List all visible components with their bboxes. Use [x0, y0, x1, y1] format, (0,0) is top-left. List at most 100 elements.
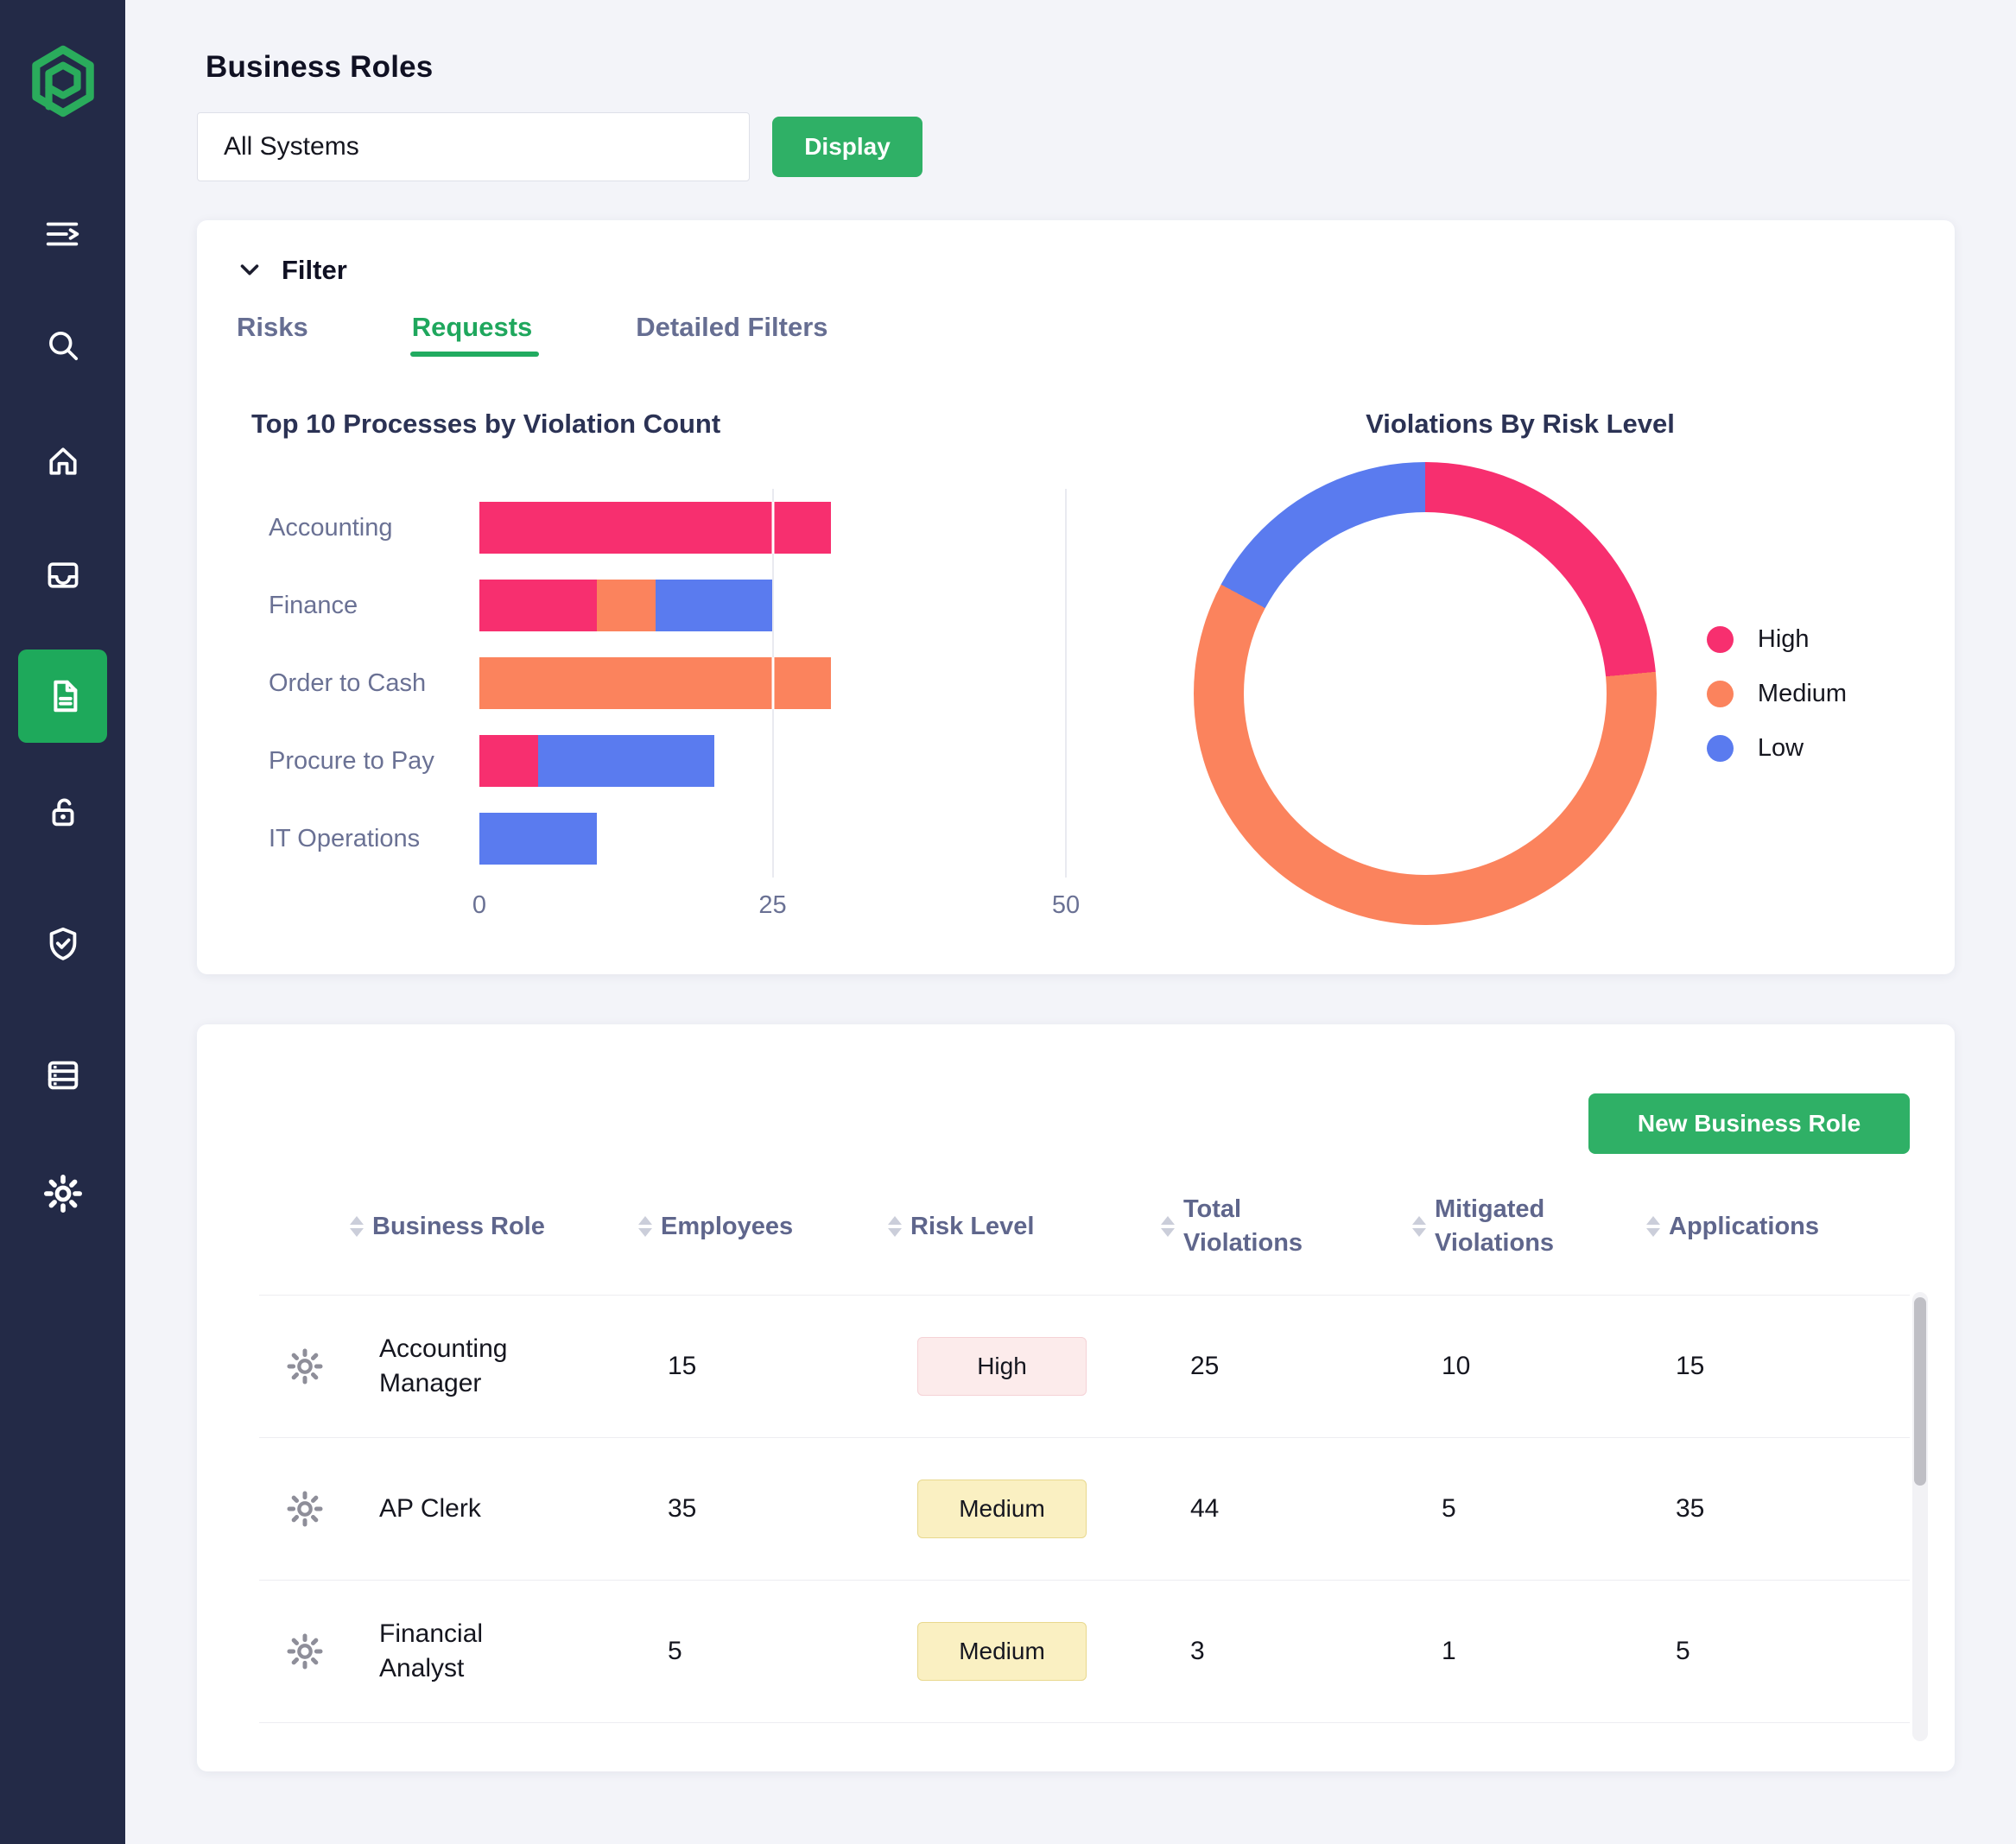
legend-item-medium: Medium: [1706, 679, 1848, 708]
filter-collapse-toggle[interactable]: Filter: [235, 255, 390, 286]
sort-icon: [350, 1216, 364, 1238]
employees-value: 5: [668, 1637, 682, 1666]
collapse-sidebar-button[interactable]: [0, 214, 125, 254]
inbox-icon: [48, 562, 78, 588]
bar-procure-to-pay: [479, 735, 1066, 787]
bar-segment-low: [479, 813, 597, 865]
row-settings-gear-icon: [286, 1348, 323, 1385]
collapse-sidebar-icon: [46, 222, 79, 246]
table-header-row: Business Role Employees Risk Level Total Vi…: [259, 1193, 1910, 1260]
sidebar-item-search[interactable]: [0, 326, 125, 364]
column-header-label: Employees: [661, 1212, 794, 1240]
legend-dot: [1706, 734, 1734, 762]
row-actions-button[interactable]: [259, 1347, 350, 1386]
mitigated-violations-value: 5: [1442, 1494, 1456, 1524]
system-select-input[interactable]: [197, 112, 750, 181]
display-button[interactable]: Display: [772, 117, 922, 177]
tab-requests[interactable]: Requests: [409, 312, 539, 357]
row-settings-gear-icon: [286, 1633, 323, 1670]
column-header-business-role[interactable]: Business Role: [350, 1210, 638, 1244]
bar-row-order-to-cash: Order to Cash: [235, 644, 1138, 722]
total-violations-value: 3: [1190, 1637, 1205, 1666]
mitigated-violations-value: 1: [1442, 1637, 1456, 1666]
column-header-label: Risk Level: [910, 1212, 1035, 1240]
document-icon: [53, 680, 77, 713]
legend-label: Low: [1757, 733, 1804, 762]
column-header-applications[interactable]: Applications: [1646, 1210, 1910, 1244]
risk-level-badge: Medium: [917, 1480, 1087, 1539]
legend-item-low: Low: [1706, 733, 1847, 763]
legend-dot: [1706, 625, 1734, 653]
mitigated-violations-value: 10: [1442, 1352, 1471, 1381]
table-actions: New Business Role: [259, 1093, 1910, 1154]
main-content: Business Roles Display Filter Risks Reque…: [125, 0, 2016, 1771]
shield-check-icon: [49, 927, 76, 960]
legend-label: Medium: [1757, 679, 1848, 707]
applications-value: 5: [1676, 1637, 1690, 1666]
donut-hole: [1243, 512, 1607, 875]
bar-row-procure-to-pay: Procure to Pay: [235, 722, 1138, 800]
bar-rows: Accounting Finance Order to Cash Procure to…: [235, 489, 1138, 878]
sidebar-item-systems[interactable]: [0, 1055, 125, 1095]
donut-row: High Medium Low: [1193, 462, 1848, 925]
business-roles-table-card: New Business Role Business Role Employees…: [197, 1024, 1955, 1771]
risk-level-donut-chart: Violations By Risk Level High Medium Low: [1138, 409, 1903, 928]
role-name: AP Clerk: [379, 1494, 481, 1524]
lock-open-icon: [52, 798, 73, 827]
column-header-mitigated-violations[interactable]: Mitigated Violations: [1412, 1193, 1646, 1260]
applications-value: 35: [1676, 1494, 1705, 1524]
sidebar-item-compliance[interactable]: [0, 924, 125, 964]
bar-it-operations: [479, 813, 1066, 865]
home-icon: [48, 447, 77, 475]
row-actions-button[interactable]: [259, 1632, 350, 1671]
column-header-employees[interactable]: Employees: [638, 1210, 888, 1244]
total-violations-value: 44: [1190, 1494, 1220, 1524]
sidebar-item-lock[interactable]: [0, 792, 125, 832]
page-title: Business Roles: [206, 50, 434, 84]
donut-ring: [1193, 462, 1657, 925]
column-header-risk-level[interactable]: Risk Level: [888, 1210, 1161, 1244]
bar-segment-high: [479, 735, 538, 787]
sidebar-item-documents-active[interactable]: [18, 650, 107, 743]
legend-item-high: High: [1706, 624, 1847, 654]
table-row-financial-analyst: Financial Analyst 5 Medium 3 1 5: [259, 1581, 1910, 1724]
bar-category-label: Order to Cash: [269, 669, 427, 697]
sidebar: [0, 0, 125, 1844]
sidebar-item-settings[interactable]: [0, 1173, 125, 1214]
table-row-accounting-manager: Accounting Manager 15 High 25 10 15: [259, 1296, 1910, 1439]
x-axis-tick: 0: [472, 891, 487, 919]
column-header-label: Total Violations: [1183, 1195, 1303, 1258]
employees-value: 35: [668, 1494, 697, 1524]
sort-icon: [1161, 1216, 1175, 1238]
bar-segment-high: [479, 580, 597, 631]
settings-gear-icon: [43, 1175, 82, 1213]
table-scrollbar-thumb[interactable]: [1914, 1297, 1926, 1486]
row-settings-gear-icon: [286, 1491, 323, 1527]
violations-bar-chart: Top 10 Processes by Violation Count Acco…: [235, 409, 1138, 928]
tab-detailed-filters[interactable]: Detailed Filters: [636, 312, 828, 342]
sidebar-item-inbox[interactable]: [0, 556, 125, 594]
bar-category-label: IT Operations: [269, 824, 421, 852]
bar-category-label: Finance: [269, 591, 358, 619]
data-table-icon: [48, 1061, 78, 1090]
app-logo: [0, 43, 125, 119]
bar-plot: Accounting Finance Order to Cash Procure to…: [235, 489, 1138, 928]
new-business-role-button[interactable]: New Business Role: [1588, 1093, 1910, 1154]
sidebar-item-home[interactable]: [0, 442, 125, 480]
role-cell: Accounting Manager: [350, 1332, 638, 1401]
legend-label: High: [1757, 624, 1810, 653]
controls-row: Display: [197, 112, 1955, 181]
table-scrollbar-track[interactable]: [1912, 1292, 1928, 1741]
column-header-total-violations[interactable]: Total Violations: [1161, 1193, 1412, 1260]
donut-chart-title: Violations By Risk Level: [1366, 409, 1675, 439]
tab-risks[interactable]: Risks: [237, 312, 308, 342]
bar-row-it-operations: IT Operations: [235, 800, 1138, 878]
donut-legend: High Medium Low: [1706, 624, 1848, 763]
row-actions-button[interactable]: [259, 1489, 350, 1529]
role-name: Accounting Manager: [379, 1334, 508, 1398]
legend-dot: [1706, 680, 1734, 707]
bar-row-finance: Finance: [235, 567, 1138, 644]
filter-panel: Filter Risks Requests Detailed Filters Top…: [197, 220, 1955, 974]
filter-tabs: Risks Requests Detailed Filters: [235, 312, 1903, 357]
bar-segment-high: [479, 502, 832, 554]
